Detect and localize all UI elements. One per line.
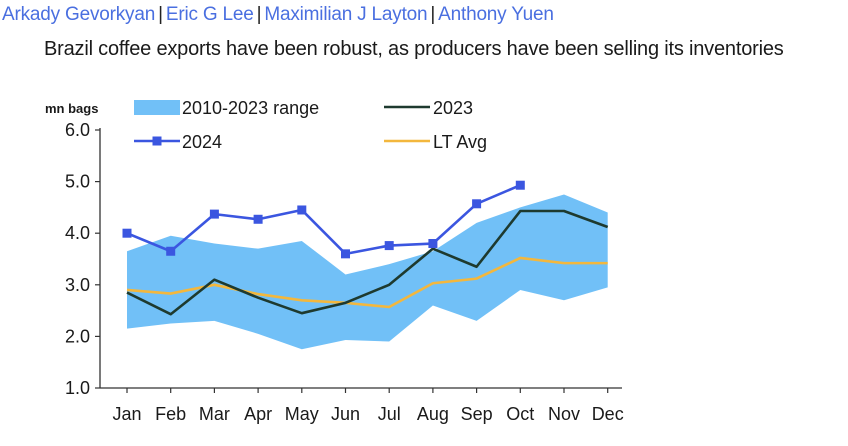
series-2024-line <box>126 184 521 256</box>
x-tick-label: May <box>285 404 319 424</box>
legend-2023-label: 2023 <box>433 98 473 118</box>
legend-2024-marker <box>152 136 162 146</box>
series-2024-marker <box>166 246 176 256</box>
series-2024-marker <box>253 214 263 224</box>
series-2024-marker <box>122 228 132 238</box>
y-tick-label: 2.0 <box>65 326 90 346</box>
series-2024-marker <box>341 249 350 259</box>
y-tick-label: 3.0 <box>65 275 90 295</box>
legend-2024-label: 2024 <box>182 132 222 152</box>
x-tick-label: Nov <box>548 404 580 424</box>
legend-range-label: 2010-2023 range <box>182 98 319 118</box>
x-tick-label: Sep <box>461 404 493 424</box>
author-name: Anthony Yuen <box>438 4 554 25</box>
y-tick-label: 1.0 <box>65 378 90 398</box>
series-2024-marker <box>384 241 394 251</box>
author-name: Arkady Gevorkyan <box>2 4 156 25</box>
legend-range-swatch <box>134 100 180 115</box>
y-tick-label: 5.0 <box>65 172 90 192</box>
y-tick-label: 6.0 <box>65 120 90 140</box>
x-tick-label: Aug <box>417 404 449 424</box>
x-tick-label: Feb <box>155 404 186 424</box>
x-tick-label: Jan <box>112 404 141 424</box>
author-separator: | <box>256 4 262 25</box>
x-tick-label: Mar <box>199 404 230 424</box>
author-line: Arkady Gevorkyan | Eric G Lee | Maximilian J… <box>2 4 554 26</box>
x-tick-label: Jun <box>331 404 360 424</box>
series-2024-marker <box>209 209 219 219</box>
series-2024-marker <box>297 205 307 215</box>
author-separator: | <box>158 4 163 25</box>
x-tick-label: Jul <box>378 404 401 424</box>
author-separator: | <box>430 4 436 25</box>
y-tick-label: 4.0 <box>65 223 90 243</box>
series-2024-marker <box>428 239 438 249</box>
range-band <box>127 194 608 350</box>
author-name: Maximilian J Layton <box>264 4 428 25</box>
legend-lt-avg-label: LT Avg <box>433 132 487 152</box>
series-2024-marker <box>472 199 482 209</box>
x-tick-label: Dec <box>592 404 624 424</box>
x-tick-label: Oct <box>506 404 534 424</box>
x-tick-label: Apr <box>244 404 272 424</box>
y-axis-label: mn bags <box>45 101 98 116</box>
chart-subtitle: Brazil coffee exports have been robust, … <box>44 38 784 60</box>
author-name: Eric G Lee <box>165 4 254 25</box>
series-2023-line <box>126 209 609 316</box>
series-2024-marker <box>515 180 525 190</box>
